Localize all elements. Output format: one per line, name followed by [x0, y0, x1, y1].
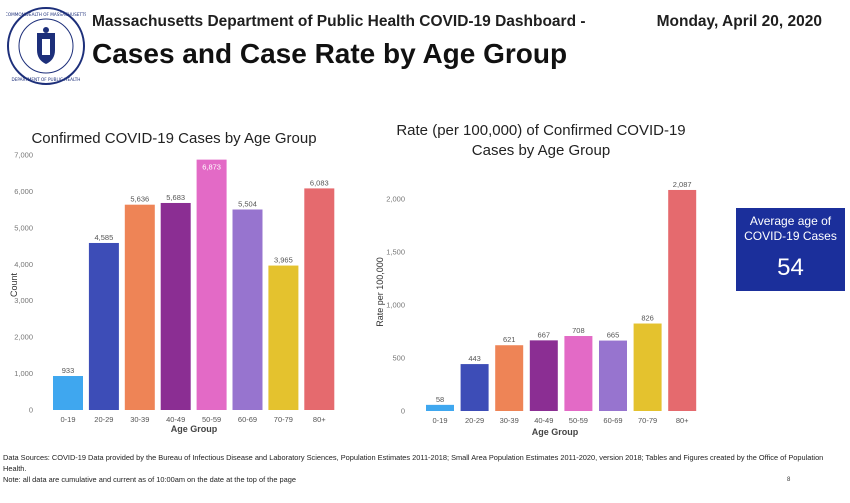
- rate-bar-30-39: [495, 345, 524, 411]
- rate-data-label: 58: [436, 395, 444, 404]
- cases-ytick-label: 5,000: [14, 223, 33, 232]
- svg-text:DEPARTMENT OF PUBLIC HEALTH: DEPARTMENT OF PUBLIC HEALTH: [12, 77, 81, 82]
- rate-data-label: 621: [503, 335, 516, 344]
- rate-data-label: 443: [468, 354, 481, 363]
- page-title: Cases and Case Rate by Age Group: [92, 38, 568, 69]
- rate-xtick-label: 30-39: [500, 416, 519, 425]
- cumulative-data-note: Note: all data are cumulative and curren…: [3, 475, 296, 484]
- rate-chart-title: Rate (per 100,000) of Confirmed COVID-19…: [386, 121, 696, 161]
- cases-ytick-label: 2,000: [14, 333, 33, 342]
- rate-data-label: 2,087: [673, 180, 692, 189]
- cases-chart-xlabel: Age Group: [170, 424, 218, 434]
- cases-bar-50-59: [196, 159, 227, 410]
- average-age-label-line2: COVID-19 Cases: [744, 229, 837, 243]
- cases-data-label: 4,585: [95, 233, 114, 242]
- cases-data-label: 5,683: [166, 193, 185, 202]
- footer-notes: Data Sources: COVID-19 Data provided by …: [3, 452, 843, 485]
- cases-xtick-label: 70-79: [274, 415, 293, 424]
- average-age-label-line1: Average age of: [749, 214, 832, 228]
- cases-data-label: 6,873: [202, 163, 221, 172]
- cases-bar-80+: [304, 188, 335, 410]
- cases-xtick-label: 50-59: [202, 415, 221, 424]
- rate-xtick-label: 60-69: [603, 416, 622, 425]
- cases-bar-0-19: [53, 376, 83, 410]
- rate-bar-40-49: [529, 340, 558, 411]
- cases-bar-70-79: [268, 265, 299, 410]
- dashboard-heading: Massachusetts Department of Public Healt…: [92, 13, 586, 30]
- cases-chart-title: Confirmed COVID-19 Cases by Age Group: [31, 130, 317, 147]
- cases-xtick-label: 80+: [313, 415, 326, 424]
- rate-data-label: 708: [572, 326, 585, 335]
- cases-data-label: 5,504: [238, 199, 257, 208]
- rate-xtick-label: 50-59: [569, 416, 588, 425]
- rate-ytick-label: 0: [401, 407, 405, 416]
- rate-ytick-label: 1,000: [386, 301, 405, 310]
- cases-bar-20-29: [88, 242, 119, 410]
- rate-xtick-label: 40-49: [534, 416, 553, 425]
- rate-bar-20-29: [460, 364, 489, 411]
- dph-seal-logo: COMMONWEALTH OF MASSACHUSETTS DEPARTMENT…: [6, 7, 86, 85]
- rate-chart-title-text: Rate (per 100,000) of Confirmed COVID-19…: [396, 122, 686, 159]
- rate-bar-60-69: [599, 340, 627, 411]
- cases-ytick-label: 0: [29, 406, 33, 415]
- rate-bar-80+: [668, 189, 697, 411]
- cases-data-label: 933: [62, 366, 75, 375]
- rate-xtick-label: 20-29: [465, 416, 484, 425]
- rate-bar-50-59: [564, 336, 593, 411]
- cases-ytick-label: 4,000: [14, 260, 33, 269]
- rate-data-label: 665: [607, 331, 620, 340]
- cases-bar-30-39: [124, 204, 155, 410]
- cases-xtick-label: 40-49: [166, 415, 185, 424]
- cases-data-label: 6,083: [310, 178, 329, 187]
- rate-ytick-label: 1,500: [386, 248, 405, 257]
- svg-text:COMMONWEALTH OF MASSACHUSETTS: COMMONWEALTH OF MASSACHUSETTS: [6, 12, 86, 17]
- rate-ytick-label: 500: [392, 354, 405, 363]
- average-age-card: Average age of COVID-19 Cases 54: [736, 208, 845, 291]
- rate-data-label: 826: [641, 314, 654, 323]
- cases-xtick-label: 60-69: [238, 415, 257, 424]
- cases-xtick-label: 0-19: [60, 415, 75, 424]
- average-age-value: 54: [777, 254, 804, 281]
- cases-data-label: 5,636: [130, 195, 149, 204]
- cases-data-label: 3,965: [274, 256, 293, 265]
- cases-xtick-label: 20-29: [94, 415, 113, 424]
- rate-chart-xlabel: Age Group: [531, 427, 579, 437]
- report-date: Monday, April 20, 2020: [656, 13, 822, 30]
- rate-xtick-label: 80+: [676, 416, 689, 425]
- cases-ytick-label: 7,000: [14, 151, 33, 160]
- rate-ytick-label: 2,000: [386, 195, 405, 204]
- cases-ytick-label: 6,000: [14, 187, 33, 196]
- cases-ytick-label: 1,000: [14, 369, 33, 378]
- rate-xtick-label: 70-79: [638, 416, 657, 425]
- rate-xtick-label: 0-19: [432, 416, 447, 425]
- cases-xtick-label: 30-39: [130, 415, 149, 424]
- data-sources-note: Data Sources: COVID-19 Data provided by …: [3, 453, 824, 473]
- page-number: 8: [787, 477, 791, 483]
- cases-bar-60-69: [232, 209, 263, 410]
- rate-data-label: 667: [538, 330, 551, 339]
- rate-bar-70-79: [633, 323, 662, 411]
- rate-bar-0-19: [426, 404, 454, 411]
- cases-ytick-label: 3,000: [14, 296, 33, 305]
- cases-bar-40-49: [160, 202, 191, 410]
